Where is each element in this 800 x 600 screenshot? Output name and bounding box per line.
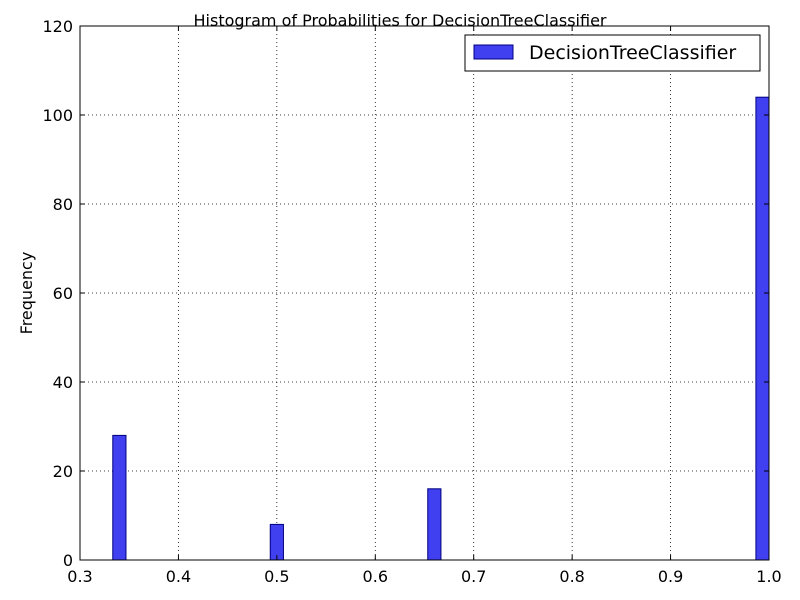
x-tick-label: 1.0 xyxy=(756,567,781,586)
histogram-bar xyxy=(112,434,127,561)
y-tick-label: 20 xyxy=(53,462,73,481)
histogram-bar xyxy=(269,523,284,561)
legend: DecisionTreeClassifier xyxy=(464,34,761,72)
x-tick-label: 0.6 xyxy=(363,567,388,586)
x-tick-label: 0.4 xyxy=(166,567,191,586)
x-tick-label: 0.8 xyxy=(559,567,584,586)
y-tick-label: 0 xyxy=(63,551,73,570)
legend-box xyxy=(464,34,761,72)
y-tick-label: 100 xyxy=(42,106,73,125)
x-tick-label: 0.7 xyxy=(461,567,486,586)
histogram-bar xyxy=(427,488,442,561)
y-tick-label: 60 xyxy=(53,284,73,303)
x-tick-label: 0.3 xyxy=(67,567,92,586)
histogram-bars xyxy=(112,96,770,561)
axis-ticks: 0.3 0.4 0.5 0.6 0.7 0.8 0.9 1.0 0 20 40 60 80 100 120 xyxy=(42,17,781,586)
y-tick-label: 120 xyxy=(42,17,73,36)
x-tick-label: 0.5 xyxy=(264,567,289,586)
legend-swatch xyxy=(473,44,514,60)
y-tick-label: 40 xyxy=(53,373,73,392)
legend-label: DecisionTreeClassifier xyxy=(529,42,736,64)
chart-title: Histogram of Probabilities for DecisionT… xyxy=(194,11,607,30)
y-axis-label: Frequency xyxy=(17,252,36,335)
grid-lines xyxy=(79,25,770,561)
histogram-bar xyxy=(755,96,770,561)
x-tick-label: 0.9 xyxy=(658,567,683,586)
y-tick-label: 80 xyxy=(53,195,73,214)
